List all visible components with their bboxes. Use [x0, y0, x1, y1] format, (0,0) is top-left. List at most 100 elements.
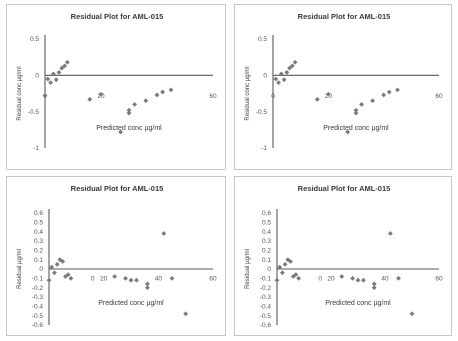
data-point	[68, 275, 74, 281]
data-point	[314, 96, 320, 102]
data-point	[161, 231, 167, 236]
y-tick-label: -0.5	[260, 313, 272, 320]
data-point	[371, 281, 377, 287]
y-tick-label: 0	[263, 73, 267, 80]
data-point	[45, 76, 51, 82]
data-point	[52, 270, 57, 276]
data-point	[60, 259, 66, 264]
y-tick-label: 0	[39, 266, 43, 273]
y-tick-label: 0.4	[262, 229, 271, 236]
y-tick-label: 0.1	[262, 257, 271, 264]
data-point	[288, 259, 293, 264]
data-point	[287, 65, 292, 71]
data-point	[126, 107, 132, 113]
x-tick-label: 0	[91, 276, 95, 283]
y-tick-label: 0.6	[34, 210, 43, 217]
x-tick-label: 60	[435, 276, 443, 283]
data-point	[160, 89, 165, 95]
x-tick-label: 40	[381, 276, 389, 283]
chart-panel-bottom-right: Residual Plot for AML-015 0.6 0.5 0.4 0.3 0.2…	[234, 176, 452, 336]
y-tick-label: -1	[33, 145, 39, 152]
y-tick-label: 0.3	[262, 238, 271, 245]
data-point	[145, 281, 150, 287]
y-tick-label: -0.6	[260, 322, 272, 329]
data-point	[277, 264, 283, 270]
data-point	[63, 274, 68, 279]
data-point	[274, 277, 280, 283]
chart-title: Residual Plot for AML-015	[298, 184, 391, 193]
y-tick-label: 0.3	[34, 238, 43, 245]
y-tick-label: -0.1	[260, 276, 272, 283]
data-point	[325, 91, 331, 97]
data-point	[128, 277, 134, 283]
data-point	[359, 102, 364, 107]
data-point	[339, 274, 345, 279]
data-point	[290, 274, 296, 279]
chart-svg-0: Residual Plot for AML-0150.50-0.5-102060…	[17, 12, 217, 152]
data-point	[284, 70, 290, 75]
y-tick-label: -0.5	[28, 109, 40, 116]
data-point	[49, 264, 55, 270]
x-axis-label: Predicted conc µg/ml	[323, 125, 389, 132]
data-point	[54, 261, 60, 267]
data-point	[134, 277, 139, 283]
y-tick-label: -0.4	[32, 304, 44, 311]
data-point	[280, 270, 285, 276]
data-point	[361, 277, 366, 283]
data-point	[48, 80, 53, 85]
chart-svg-1: Residual Plot for AML-0150.50-0.5-102060…	[245, 12, 443, 152]
data-point	[388, 231, 393, 236]
chart-panel-top-right: Residual Plot for AML-0150.50-0.5-102060…	[234, 4, 452, 170]
y-tick-label: 0.4	[34, 229, 43, 236]
data-point	[353, 110, 359, 116]
chart-svg-3: Residual Plot for AML-015 0.6 0.5 0.4 0.3 0.2…	[245, 184, 443, 329]
x-axis-label: Predicted conc µg/ml	[96, 125, 162, 132]
data-point	[65, 59, 70, 65]
data-point	[169, 275, 175, 281]
data-point	[386, 89, 392, 95]
data-point	[145, 285, 150, 291]
data-point	[409, 311, 415, 317]
data-point	[87, 96, 93, 102]
data-point	[371, 285, 377, 291]
x-tick-label: 20	[100, 276, 108, 283]
data-point	[289, 63, 295, 69]
data-point	[396, 275, 401, 281]
data-point	[281, 77, 287, 83]
y-tick-label: 0.1	[34, 257, 43, 264]
data-point	[51, 71, 56, 77]
y-axis-label: Residual µg/ml	[17, 249, 23, 289]
x-tick-label: 0	[271, 93, 275, 100]
data-point	[381, 92, 387, 98]
chart-title: Residual Plot for AML-015	[71, 184, 164, 193]
y-tick-label: 0.6	[262, 210, 271, 217]
x-tick-label: 20	[327, 276, 335, 283]
data-point	[183, 311, 189, 317]
y-tick-label: 0.2	[262, 248, 271, 255]
data-point	[123, 275, 128, 281]
x-tick-label: 60	[435, 93, 443, 100]
data-point	[118, 129, 123, 135]
y-tick-label: 0.5	[258, 36, 267, 43]
data-point	[350, 275, 355, 281]
y-tick-label: -0.3	[260, 294, 272, 301]
data-point	[278, 71, 284, 77]
data-point	[282, 261, 288, 267]
data-point	[154, 92, 160, 98]
y-tick-label: -0.6	[32, 322, 44, 329]
data-point	[42, 93, 48, 99]
chart-panel-top-left: Residual Plot for AML-0150.50-0.5-102060…	[6, 4, 226, 170]
x-tick-label: 60	[209, 93, 217, 100]
y-tick-label: -0.1	[32, 276, 44, 283]
data-point	[65, 272, 71, 277]
y-axis-label: Residual conc µg/ml	[17, 66, 23, 120]
data-point	[59, 65, 65, 71]
y-tick-label: 0.5	[34, 220, 43, 227]
data-point	[53, 77, 59, 83]
y-tick-label: -1	[261, 145, 267, 152]
data-point	[112, 274, 117, 279]
data-point	[293, 272, 299, 277]
data-point	[98, 91, 104, 97]
y-tick-label: -0.5	[256, 109, 268, 116]
x-axis-label: Predicted conc µg/ml	[325, 300, 391, 307]
